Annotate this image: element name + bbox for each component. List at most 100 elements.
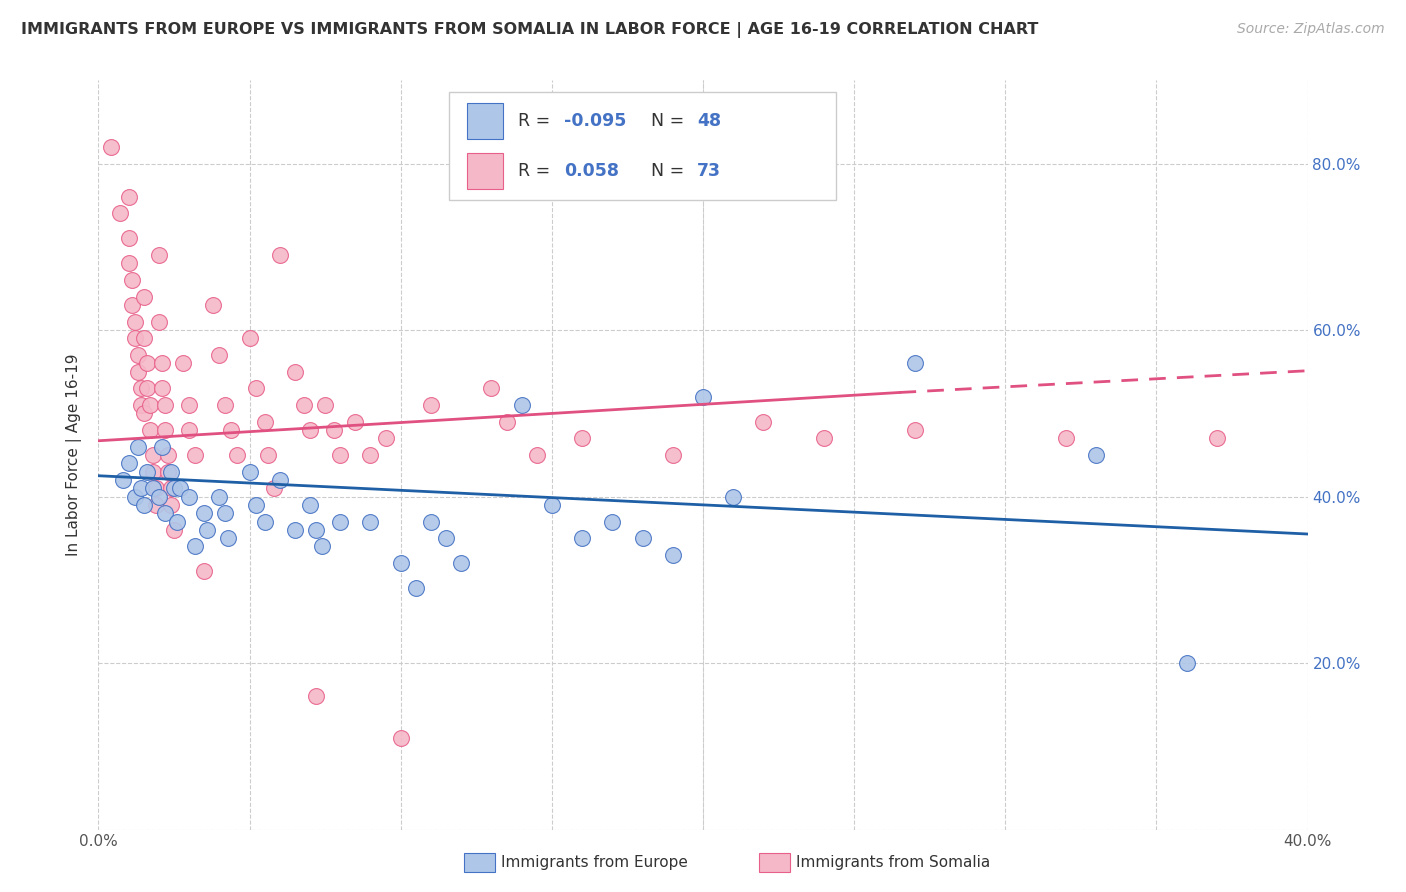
- Point: [510, 398, 533, 412]
- Point: [135, 465, 157, 479]
- Point: [305, 690, 328, 704]
- FancyBboxPatch shape: [449, 92, 837, 200]
- Point: [150, 356, 173, 370]
- Point: [263, 481, 285, 495]
- Point: [160, 481, 183, 495]
- Point: [118, 190, 141, 204]
- Point: [239, 331, 262, 345]
- Text: R =: R =: [517, 162, 561, 180]
- Text: 48: 48: [697, 112, 721, 129]
- Point: [153, 398, 176, 412]
- Point: [202, 298, 225, 312]
- Point: [163, 481, 186, 495]
- Point: [540, 498, 562, 512]
- Text: -0.095: -0.095: [564, 112, 626, 129]
- Point: [129, 398, 152, 412]
- Point: [692, 390, 714, 404]
- Point: [139, 423, 162, 437]
- Text: Immigrants from Somalia: Immigrants from Somalia: [796, 855, 990, 870]
- Point: [193, 565, 215, 579]
- Point: [269, 248, 291, 262]
- Point: [450, 556, 472, 570]
- Point: [360, 448, 382, 462]
- Point: [904, 356, 927, 370]
- Text: N =: N =: [651, 162, 690, 180]
- Point: [661, 548, 683, 562]
- Point: [132, 331, 155, 345]
- Point: [160, 498, 183, 512]
- Point: [299, 423, 322, 437]
- Point: [723, 490, 745, 504]
- Point: [127, 440, 149, 454]
- Point: [420, 398, 443, 412]
- Point: [150, 440, 173, 454]
- Point: [214, 398, 236, 412]
- Point: [118, 231, 141, 245]
- Point: [135, 381, 157, 395]
- Point: [184, 448, 207, 462]
- Point: [124, 315, 146, 329]
- Point: [405, 581, 427, 595]
- Text: 0.058: 0.058: [564, 162, 619, 180]
- Point: [195, 523, 218, 537]
- Point: [256, 448, 278, 462]
- Point: [311, 540, 333, 554]
- Point: [904, 423, 927, 437]
- Text: Immigrants from Europe: Immigrants from Europe: [501, 855, 688, 870]
- Point: [148, 315, 170, 329]
- Point: [752, 415, 775, 429]
- Point: [135, 356, 157, 370]
- Point: [129, 481, 152, 495]
- Point: [156, 448, 179, 462]
- Point: [108, 206, 131, 220]
- Point: [121, 273, 143, 287]
- Point: [153, 506, 176, 520]
- Point: [221, 423, 243, 437]
- Point: [153, 423, 176, 437]
- Point: [166, 515, 188, 529]
- Point: [314, 398, 336, 412]
- Point: [226, 448, 249, 462]
- Point: [193, 506, 215, 520]
- Point: [148, 490, 170, 504]
- Point: [420, 515, 443, 529]
- Point: [1085, 448, 1108, 462]
- Bar: [467, 153, 503, 189]
- Point: [118, 256, 141, 270]
- Point: [631, 531, 654, 545]
- Point: [127, 348, 149, 362]
- Point: [156, 465, 179, 479]
- Point: [305, 523, 328, 537]
- Point: [208, 490, 231, 504]
- Point: [602, 515, 624, 529]
- Point: [526, 448, 548, 462]
- Point: [132, 498, 155, 512]
- Point: [208, 348, 231, 362]
- Point: [124, 490, 146, 504]
- Point: [360, 515, 382, 529]
- Point: [284, 523, 307, 537]
- Point: [179, 398, 201, 412]
- Point: [253, 515, 276, 529]
- Point: [253, 415, 276, 429]
- Point: [150, 381, 173, 395]
- Text: Source: ZipAtlas.com: Source: ZipAtlas.com: [1237, 22, 1385, 37]
- Point: [121, 298, 143, 312]
- Point: [329, 448, 352, 462]
- Point: [217, 531, 239, 545]
- Text: N =: N =: [651, 112, 690, 129]
- Point: [163, 523, 186, 537]
- Point: [118, 456, 141, 470]
- Text: R =: R =: [517, 112, 555, 129]
- Point: [145, 481, 167, 495]
- Point: [129, 381, 152, 395]
- Point: [132, 406, 155, 420]
- Point: [389, 731, 412, 745]
- Point: [142, 448, 165, 462]
- Point: [571, 531, 593, 545]
- Point: [245, 381, 267, 395]
- Point: [292, 398, 315, 412]
- Point: [179, 423, 201, 437]
- Point: [571, 431, 593, 445]
- Point: [184, 540, 207, 554]
